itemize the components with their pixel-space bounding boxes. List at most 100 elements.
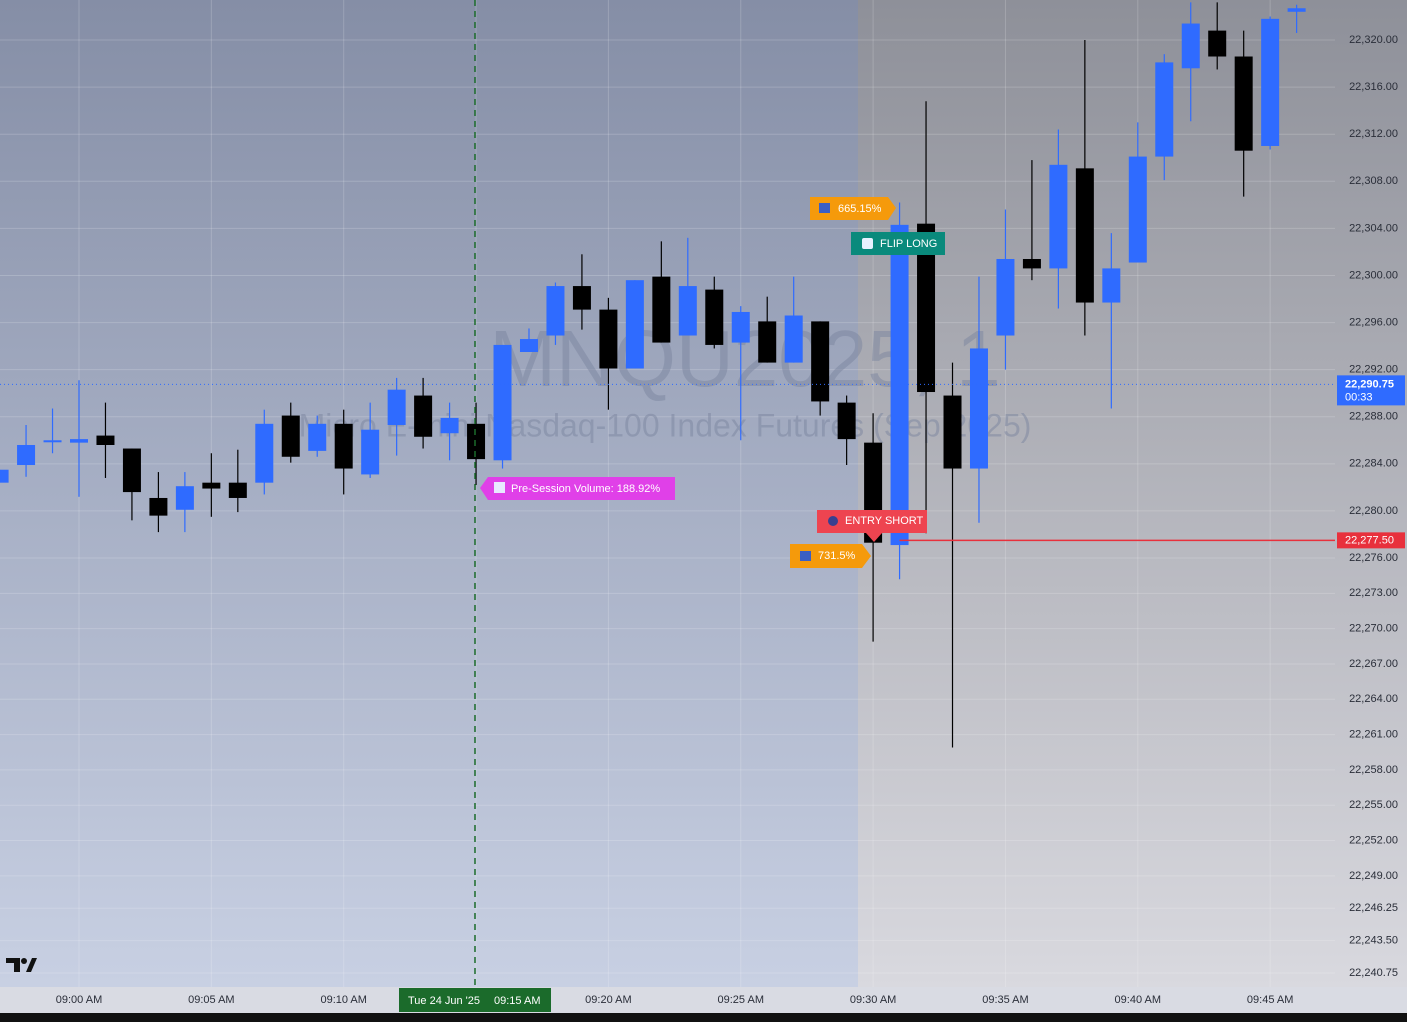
candle-body <box>0 469 9 483</box>
annotation-badge: Pre-Session Volume: 188.92% <box>480 477 675 500</box>
y-tick-label: 22,304.00 <box>1349 222 1398 234</box>
y-tick-label: 22,240.75 <box>1349 967 1398 979</box>
annotation-badge: FLIP LONG <box>851 232 945 255</box>
y-tick-label: 22,252.00 <box>1349 834 1398 846</box>
entry-label-bg <box>1337 532 1405 549</box>
logo <box>6 958 37 972</box>
candle-body <box>493 344 512 461</box>
y-tick-label: 22,312.00 <box>1349 128 1398 140</box>
x-tick-label: 09:10 AM <box>320 994 366 1006</box>
pre-session-bg <box>0 0 858 987</box>
candle-body <box>705 289 724 345</box>
y-tick-label: 22,316.00 <box>1349 81 1398 93</box>
candle-body <box>1181 23 1200 69</box>
last-price-label-bg <box>1337 375 1405 406</box>
x-tick-label: 09:40 AM <box>1115 994 1161 1006</box>
crosshair-time: 09:15 AM <box>494 995 540 1007</box>
candle-body <box>811 321 830 402</box>
candle-body <box>519 339 538 352</box>
y-tick-label: 22,288.00 <box>1349 411 1398 423</box>
crosshair-label-bg <box>399 988 551 1012</box>
annotation-badge: ENTRY SHORT <box>817 510 927 542</box>
y-tick-label: 22,243.50 <box>1349 935 1398 947</box>
y-tick-label: 22,267.00 <box>1349 658 1398 670</box>
candle-body <box>890 224 909 546</box>
countdown-label: 00:33 <box>1345 391 1373 403</box>
candle-body <box>1049 164 1068 269</box>
x-tick-label: 09:45 AM <box>1247 994 1293 1006</box>
y-tick-label: 22,258.00 <box>1349 764 1398 776</box>
crosshair-date: Tue 24 Jun '25 <box>408 995 480 1007</box>
candle-body <box>414 395 433 437</box>
x-tick-label: 09:30 AM <box>850 994 896 1006</box>
annotation-badge: 731.5% <box>790 544 871 568</box>
candle-body <box>361 429 380 475</box>
candle-body <box>1234 56 1253 151</box>
entry-label: 22,277.50 <box>1345 534 1394 546</box>
candle-body <box>202 482 221 489</box>
y-tick-label: 22,255.00 <box>1349 799 1398 811</box>
candle-body <box>1075 168 1094 303</box>
candle-body <box>122 448 141 493</box>
candle-body <box>43 440 62 443</box>
candle-body <box>96 435 115 445</box>
y-tick-label: 22,296.00 <box>1349 316 1398 328</box>
y-tick-label: 22,276.00 <box>1349 552 1398 564</box>
last-price-label: 22,290.75 <box>1345 378 1394 390</box>
candle-body <box>572 286 591 310</box>
candle-body <box>17 444 36 466</box>
y-tick-label: 22,261.00 <box>1349 729 1398 741</box>
watermark-description: Micro E-mini Nasdaq-100 Index Futures (S… <box>299 407 1032 443</box>
candle-body <box>175 486 194 510</box>
candle-body <box>784 315 803 363</box>
candle-body <box>467 423 486 460</box>
candle-body <box>996 258 1015 336</box>
annotation-text: Pre-Session Volume: 188.92% <box>511 483 660 495</box>
y-tick-label: 22,246.25 <box>1349 902 1398 914</box>
candle-body <box>387 389 406 425</box>
x-tick-label: 09:25 AM <box>718 994 764 1006</box>
candle-body <box>281 415 300 457</box>
x-tick-label: 09:35 AM <box>982 994 1028 1006</box>
candle-body <box>1208 30 1227 57</box>
annotation-text: 665.15% <box>838 203 882 215</box>
x-tick-label: 09:05 AM <box>188 994 234 1006</box>
y-tick-label: 22,320.00 <box>1349 34 1398 46</box>
y-tick-label: 22,284.00 <box>1349 458 1398 470</box>
candle-body <box>1102 268 1121 303</box>
candle-body <box>70 439 88 443</box>
y-tick-label: 22,292.00 <box>1349 364 1398 376</box>
candle-body <box>1261 18 1280 146</box>
x-axis-bg <box>0 987 1407 1013</box>
candle-body <box>625 280 644 369</box>
candle-body <box>969 348 988 469</box>
candle-body <box>1287 8 1306 12</box>
candle-body <box>758 321 777 363</box>
y-tick-label: 22,280.00 <box>1349 505 1398 517</box>
candle-body <box>308 423 327 451</box>
candle-body <box>678 286 697 336</box>
candle-body <box>837 402 856 440</box>
x-tick-label: 09:00 AM <box>56 994 102 1006</box>
y-tick-label: 22,308.00 <box>1349 175 1398 187</box>
annotation-text: 731.5% <box>818 550 856 562</box>
candle-body <box>149 497 168 516</box>
candle-body <box>334 423 353 469</box>
annotation-badge: 665.15% <box>810 197 896 220</box>
candle-body <box>440 417 459 434</box>
candle-body <box>652 276 671 343</box>
y-tick-label: 22,273.00 <box>1349 587 1398 599</box>
x-tick-label: 09:20 AM <box>585 994 631 1006</box>
y-tick-label: 22,249.00 <box>1349 870 1398 882</box>
y-tick-label: 22,300.00 <box>1349 269 1398 281</box>
candle-body <box>546 286 565 336</box>
session-bg <box>858 0 1407 987</box>
y-tick-label: 22,270.00 <box>1349 623 1398 635</box>
annotation-text: ENTRY SHORT <box>845 515 924 527</box>
candle-body <box>599 309 618 369</box>
candle-body <box>731 311 750 343</box>
candle-body <box>1022 258 1041 269</box>
candle-body <box>1155 62 1174 157</box>
bottom-bar <box>0 1013 1407 1022</box>
candle-body <box>943 395 962 469</box>
